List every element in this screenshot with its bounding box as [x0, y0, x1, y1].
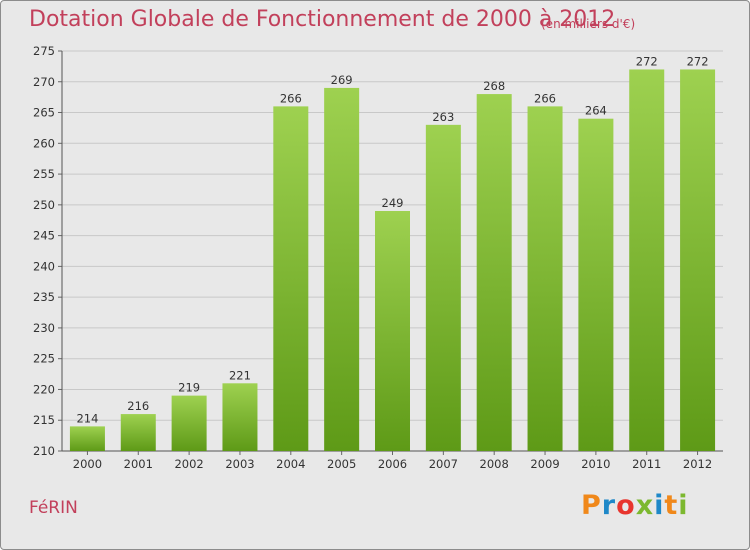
y-tick-label: 265 — [33, 106, 55, 120]
brand-letter: P — [581, 490, 602, 521]
brand-letter: r — [601, 490, 617, 521]
y-tick-label: 230 — [33, 321, 55, 335]
y-tick-label: 240 — [33, 259, 55, 273]
brand-letter: i — [654, 490, 665, 521]
data-label: 249 — [382, 196, 404, 210]
data-label: 221 — [229, 368, 251, 382]
bar — [476, 94, 512, 452]
bar — [222, 383, 258, 451]
y-tick-label: 220 — [33, 382, 55, 396]
x-tick-label: 2003 — [225, 457, 254, 471]
bar — [69, 426, 105, 451]
bars — [69, 69, 716, 452]
y-tick-label: 275 — [33, 44, 55, 58]
x-tick-label: 2002 — [174, 457, 203, 471]
x-tick-label: 2012 — [683, 457, 712, 471]
brand-logo: Proxiti — [581, 490, 689, 521]
data-label: 272 — [636, 54, 658, 68]
y-tick-label: 255 — [33, 167, 55, 181]
data-label: 268 — [483, 79, 505, 93]
y-tick-label: 210 — [33, 444, 55, 458]
y-tick-label: 215 — [33, 413, 55, 427]
labels: 210 215 220 225 230 235 240 245 250 255 260 265 270 2… — [33, 44, 712, 471]
x-tick-label: 2006 — [378, 457, 407, 471]
data-label: 272 — [687, 54, 709, 68]
bar — [171, 395, 207, 451]
data-label: 266 — [280, 91, 302, 105]
x-tick-label: 2007 — [429, 457, 458, 471]
data-label: 263 — [432, 110, 454, 124]
bar — [120, 414, 156, 451]
brand-letter: i — [678, 490, 689, 521]
data-label: 264 — [585, 104, 607, 118]
bar — [629, 69, 665, 451]
brand-letter: x — [635, 490, 655, 521]
data-label: 266 — [534, 91, 556, 105]
bar — [324, 87, 360, 451]
y-tick-label: 235 — [33, 290, 55, 304]
bar — [425, 124, 461, 451]
bar — [680, 69, 716, 451]
bar — [273, 106, 309, 451]
chart-title: Dotation Globale de Fonctionnement de 20… — [29, 7, 616, 32]
y-tick-label: 260 — [33, 136, 55, 150]
y-tick-label: 270 — [33, 75, 55, 89]
bar — [375, 211, 410, 451]
bar — [527, 106, 563, 451]
x-tick-label: 2001 — [124, 457, 153, 471]
x-tick-label: 2011 — [632, 457, 661, 471]
x-tick-label: 2004 — [276, 457, 305, 471]
data-label: 269 — [331, 73, 353, 87]
y-tick-label: 250 — [33, 198, 55, 212]
x-tick-label: 2000 — [73, 457, 102, 471]
data-label: 219 — [178, 381, 200, 395]
y-tick-label: 225 — [33, 352, 55, 366]
x-tick-label: 2009 — [530, 457, 559, 471]
x-tick-label: 2010 — [581, 457, 610, 471]
x-tick-label: 2005 — [327, 457, 356, 471]
chart-subtitle: (en milliers d'€) — [541, 17, 636, 31]
y-tick-label: 245 — [33, 229, 55, 243]
x-tick-label: 2008 — [480, 457, 509, 471]
place-name: FéRIN — [29, 498, 78, 518]
data-label: 214 — [76, 411, 98, 425]
brand-letter: o — [616, 490, 636, 521]
brand-letter: t — [664, 490, 679, 521]
data-label: 216 — [127, 399, 149, 413]
bar — [578, 118, 614, 451]
